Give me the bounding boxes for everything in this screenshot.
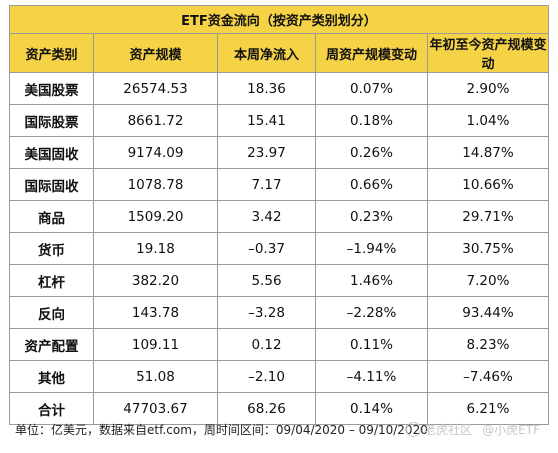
table-cell: –0.37 (217, 232, 316, 265)
table-cell: 1078.78 (93, 168, 218, 201)
table-row: 美国固收 9174.09 23.97 0.26% 14.87% (9, 136, 549, 169)
asset-class-cell: 反向 (9, 296, 94, 329)
table-cell: 2.90% (427, 72, 549, 105)
table-row: 美国股票 26574.53 18.36 0.07% 2.90% (9, 72, 549, 105)
etf-flow-table: ETF资金流向（按资产类别划分） 资产类别 资产规模 本周净流入 周资产规模变动 年初至… (9, 5, 549, 425)
asset-class-cell: 资产配置 (9, 328, 94, 361)
column-header: 资产规模 (93, 33, 218, 73)
table-cell: 29.71% (427, 200, 549, 233)
column-header: 年初至今资产规模变动 (427, 33, 549, 73)
table-cell: 18.36 (217, 72, 316, 105)
table-cell: 93.44% (427, 296, 549, 329)
table-cell: 19.18 (93, 232, 218, 265)
table-body: 美国股票 26574.53 18.36 0.07% 2.90% 国际股票 8661.72 15… (9, 72, 549, 425)
table-row: 货币 19.18 –0.37 –1.94% 30.75% (9, 232, 549, 265)
table-title: ETF资金流向（按资产类别划分） (9, 5, 549, 34)
table-cell: 0.23% (315, 200, 428, 233)
table-cell: 0.12 (217, 328, 316, 361)
table-cell: 10.66% (427, 168, 549, 201)
table-row: 合计 47703.67 68.26 0.14% 6.21% (9, 392, 549, 425)
table-cell: 23.97 (217, 136, 316, 169)
table-cell: 0.11% (315, 328, 428, 361)
table-row: 杠杆 382.20 5.56 1.46% 7.20% (9, 264, 549, 297)
table-cell: 8661.72 (93, 104, 218, 137)
asset-class-cell: 国际固收 (9, 168, 94, 201)
table-cell: 9174.09 (93, 136, 218, 169)
table-cell: 1509.20 (93, 200, 218, 233)
table-cell: –2.28% (315, 296, 428, 329)
table-cell: 382.20 (93, 264, 218, 297)
table-cell: 15.41 (217, 104, 316, 137)
asset-class-cell: 美国固收 (9, 136, 94, 169)
table-cell: 0.26% (315, 136, 428, 169)
table-cell: 26574.53 (93, 72, 218, 105)
column-header: 资产类别 (9, 33, 94, 73)
asset-class-cell: 货币 (9, 232, 94, 265)
table-header-row: 资产类别 资产规模 本周净流入 周资产规模变动 年初至今资产规模变动 (9, 33, 549, 73)
table-cell: 0.66% (315, 168, 428, 201)
table-cell: –2.10 (217, 360, 316, 393)
etf-flow-table-container: ETF资金流向（按资产类别划分） 资产类别 资产规模 本周净流入 周资产规模变动 年初至… (9, 5, 549, 425)
asset-class-cell: 其他 (9, 360, 94, 393)
table-cell: 14.87% (427, 136, 549, 169)
asset-class-cell: 商品 (9, 200, 94, 233)
table-cell: –1.94% (315, 232, 428, 265)
asset-class-cell: 杠杆 (9, 264, 94, 297)
tiger-logo-icon (406, 422, 422, 437)
table-cell: 0.14% (315, 392, 428, 425)
table-cell: 1.46% (315, 264, 428, 297)
table-cell: 6.21% (427, 392, 549, 425)
watermark-handle: @小虎ETF (482, 423, 540, 437)
table-cell: 7.20% (427, 264, 549, 297)
table-cell: –7.46% (427, 360, 549, 393)
table-row: 国际股票 8661.72 15.41 0.18% 1.04% (9, 104, 549, 137)
table-cell: 3.42 (217, 200, 316, 233)
asset-class-cell: 合计 (9, 392, 94, 425)
watermark-community: 老虎社区 (424, 423, 473, 437)
table-row: 其他 51.08 –2.10 –4.11% –7.46% (9, 360, 549, 393)
footer-note: 单位：亿美元，数据来自etf.com，周时间区间：09/04/2020 – 09… (15, 423, 428, 437)
table-cell: 143.78 (93, 296, 218, 329)
asset-class-cell: 国际股票 (9, 104, 94, 137)
table-cell: 47703.67 (93, 392, 218, 425)
table-cell: 30.75% (427, 232, 549, 265)
table-cell: 5.56 (217, 264, 316, 297)
table-row: 商品 1509.20 3.42 0.23% 29.71% (9, 200, 549, 233)
watermark: 老虎社区 @小虎ETF (406, 418, 540, 442)
table-cell: 0.07% (315, 72, 428, 105)
table-cell: 51.08 (93, 360, 218, 393)
table-cell: –4.11% (315, 360, 428, 393)
table-cell: 7.17 (217, 168, 316, 201)
table-cell: 8.23% (427, 328, 549, 361)
column-header: 周资产规模变动 (315, 33, 428, 73)
column-header: 本周净流入 (217, 33, 316, 73)
table-cell: 0.18% (315, 104, 428, 137)
table-cell: 1.04% (427, 104, 549, 137)
footer: 单位：亿美元，数据来自etf.com，周时间区间：09/04/2020 – 09… (9, 418, 548, 442)
table-row: 资产配置 109.11 0.12 0.11% 8.23% (9, 328, 549, 361)
table-cell: 109.11 (93, 328, 218, 361)
asset-class-cell: 美国股票 (9, 72, 94, 105)
table-row: 国际固收 1078.78 7.17 0.66% 10.66% (9, 168, 549, 201)
table-cell: –3.28 (217, 296, 316, 329)
table-row: 反向 143.78 –3.28 –2.28% 93.44% (9, 296, 549, 329)
